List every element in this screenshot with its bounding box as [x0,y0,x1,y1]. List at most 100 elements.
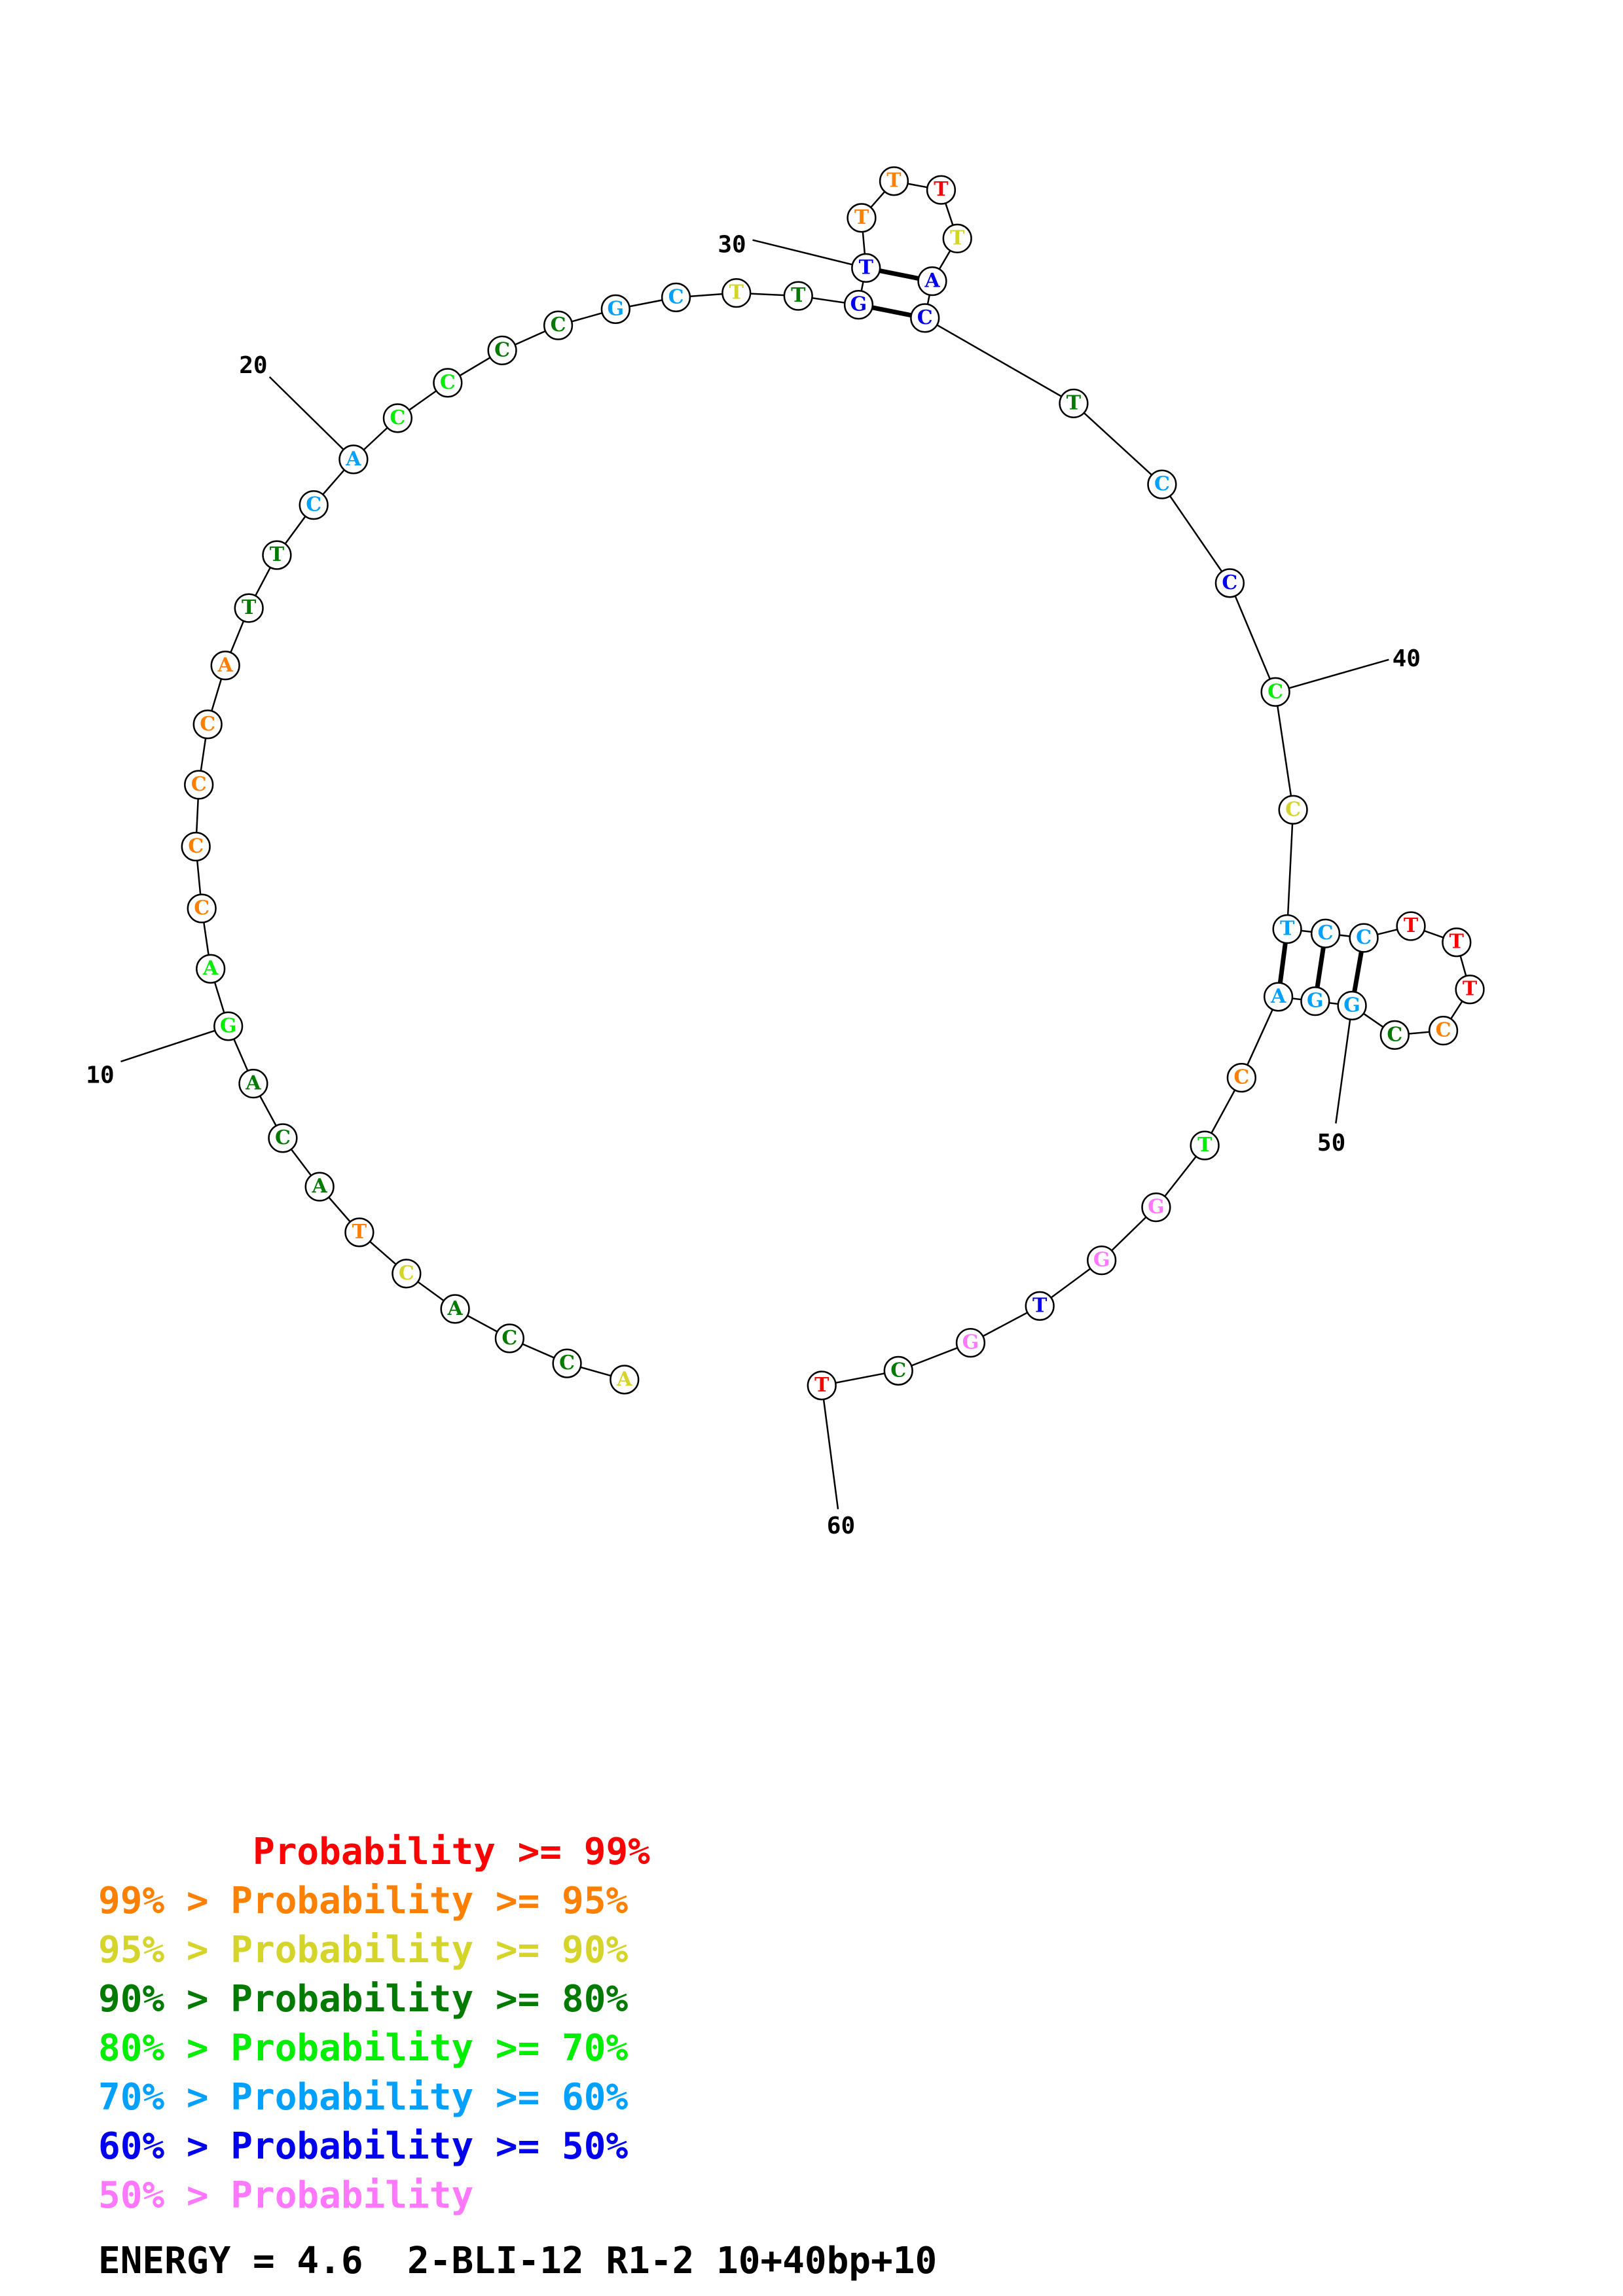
nucleotide-letter: C [1154,473,1170,495]
nucleotide: G [1141,1193,1171,1223]
nucleotide-letter: G [1343,994,1360,1016]
nucleotide-letter: C [494,338,510,361]
nucleotide-circle [910,303,940,333]
nucleotide-circle [187,893,217,924]
nucleotide-circle [1428,1016,1459,1046]
nucleotide-letter: C [306,493,321,516]
nucleotide-circle [1226,1063,1256,1093]
nucleotide-letter: T [1404,914,1419,937]
nucleotide: C [552,1348,582,1378]
nucleotide-letter: C [390,406,405,429]
nucleotide: T [942,223,972,254]
nucleotide-circle [883,1355,913,1386]
nucleotide-letter: C [1267,680,1283,703]
nucleotide: C [661,282,691,313]
nucleotide-circle [1141,1193,1171,1223]
nucleotide: T [1455,975,1485,1005]
nucleotide: C [192,709,223,740]
nucleotide-circle [382,403,412,433]
nucleotide-letter: C [668,285,684,308]
nucleotide-letter: A [345,448,361,471]
nucleotide: C [1260,677,1290,707]
nucleotide-letter: T [729,281,744,304]
nucleotide-circle [926,175,957,205]
nucleotide: T [807,1371,837,1401]
nucleotide: A [440,1294,470,1324]
nucleotide-letter: C [501,1327,517,1350]
nucleotide: G [1337,990,1367,1021]
legend-entry: 70% > Probability >= 60% [98,2076,629,2119]
nucleotide: A [1263,982,1294,1012]
nucleotide: G [600,294,630,325]
nucleotide-circle [955,1327,986,1358]
backbone-segment [1241,996,1279,1079]
nucleotide-circle [610,1365,640,1395]
nucleotide-circle [184,770,214,800]
nucleotide-letter: G [1093,1249,1110,1272]
nucleotide-letter: C [1318,922,1334,944]
nucleotide-letter: T [1032,1294,1048,1317]
nucleotide: T [851,253,881,283]
nucleotide: C [487,335,517,366]
nucleotide-circle [1272,914,1302,944]
nucleotide-letter: T [814,1374,830,1397]
nucleotide-circle [210,651,240,681]
nucleotide: A [210,651,240,681]
nucleotide: T [879,166,909,196]
energy-label: ENERGY = 4.6 2-BLI-12 R1-2 10+40bp+10 [98,2240,938,2282]
nucleotide: C [299,490,329,520]
legend-entry: 95% > Probability >= 90% [98,1929,629,1971]
legend-entry: 99% > Probability >= 95% [98,1880,629,1922]
nucleotide-circle [238,1069,268,1099]
nucleotide-letter: A [447,1297,463,1320]
nucleotide-circle [440,1294,470,1324]
nucleotide: C [1310,918,1341,948]
nucleotide-letter: T [242,596,257,619]
nucleotide: C [268,1123,298,1153]
nucleotide-letter: A [202,957,219,980]
nucleotide-circle [600,294,630,325]
nucleotide-circle [494,1323,524,1354]
nucleotide-circle [1025,1291,1055,1321]
nucleotide: T [1396,911,1426,941]
nucleotide: A [917,266,947,296]
nucleotide-circle [942,223,972,254]
nucleotide-circle [344,1217,374,1247]
legend-entry: Probability >= 99% [98,1831,650,1873]
legend-entry: 90% > Probability >= 80% [98,1978,629,2020]
nucleotide-circle [196,954,226,984]
nucleotide-letter: C [1285,798,1301,821]
nucleotide-circle [1147,469,1177,499]
position-tick [752,239,867,269]
nucleotide-letter: C [1222,571,1237,594]
nucleotide: A [610,1365,640,1395]
backbone-segment [1286,810,1294,929]
nucleotide-letter: T [791,284,806,307]
nucleotide-letter: G [1148,1196,1165,1219]
nucleotide-letter: T [1463,978,1478,1001]
nucleotide-circle [1442,927,1472,958]
nucleotide-circle [304,1172,335,1202]
nucleotide-letter: G [1307,990,1324,1013]
nucleotide-circle [181,831,211,862]
nucleotide-letter: A [245,1072,261,1095]
nucleotide-circle [1214,568,1245,598]
nucleotide-letter: C [1387,1023,1402,1046]
nucleotide-circle [1260,677,1290,707]
nucleotide: C [392,1259,422,1289]
position-tick [120,1025,229,1063]
nucleotide-letter: T [1067,391,1082,414]
nucleotide: T [721,278,752,308]
nucleotide-letter: G [607,297,624,320]
nucleotide: G [843,290,874,320]
legend-entry: 50% > Probability [98,2174,474,2217]
nucleotide: C [883,1355,913,1386]
nucleotide-letter: C [890,1359,906,1382]
nucleotide-letter: G [962,1331,979,1354]
nucleotide-letter: T [1280,917,1295,940]
nucleotide-circle [1349,923,1379,953]
nucleotide: T [926,175,957,205]
nucleotide-circle [807,1371,837,1401]
nucleotide-circle [1059,388,1089,418]
